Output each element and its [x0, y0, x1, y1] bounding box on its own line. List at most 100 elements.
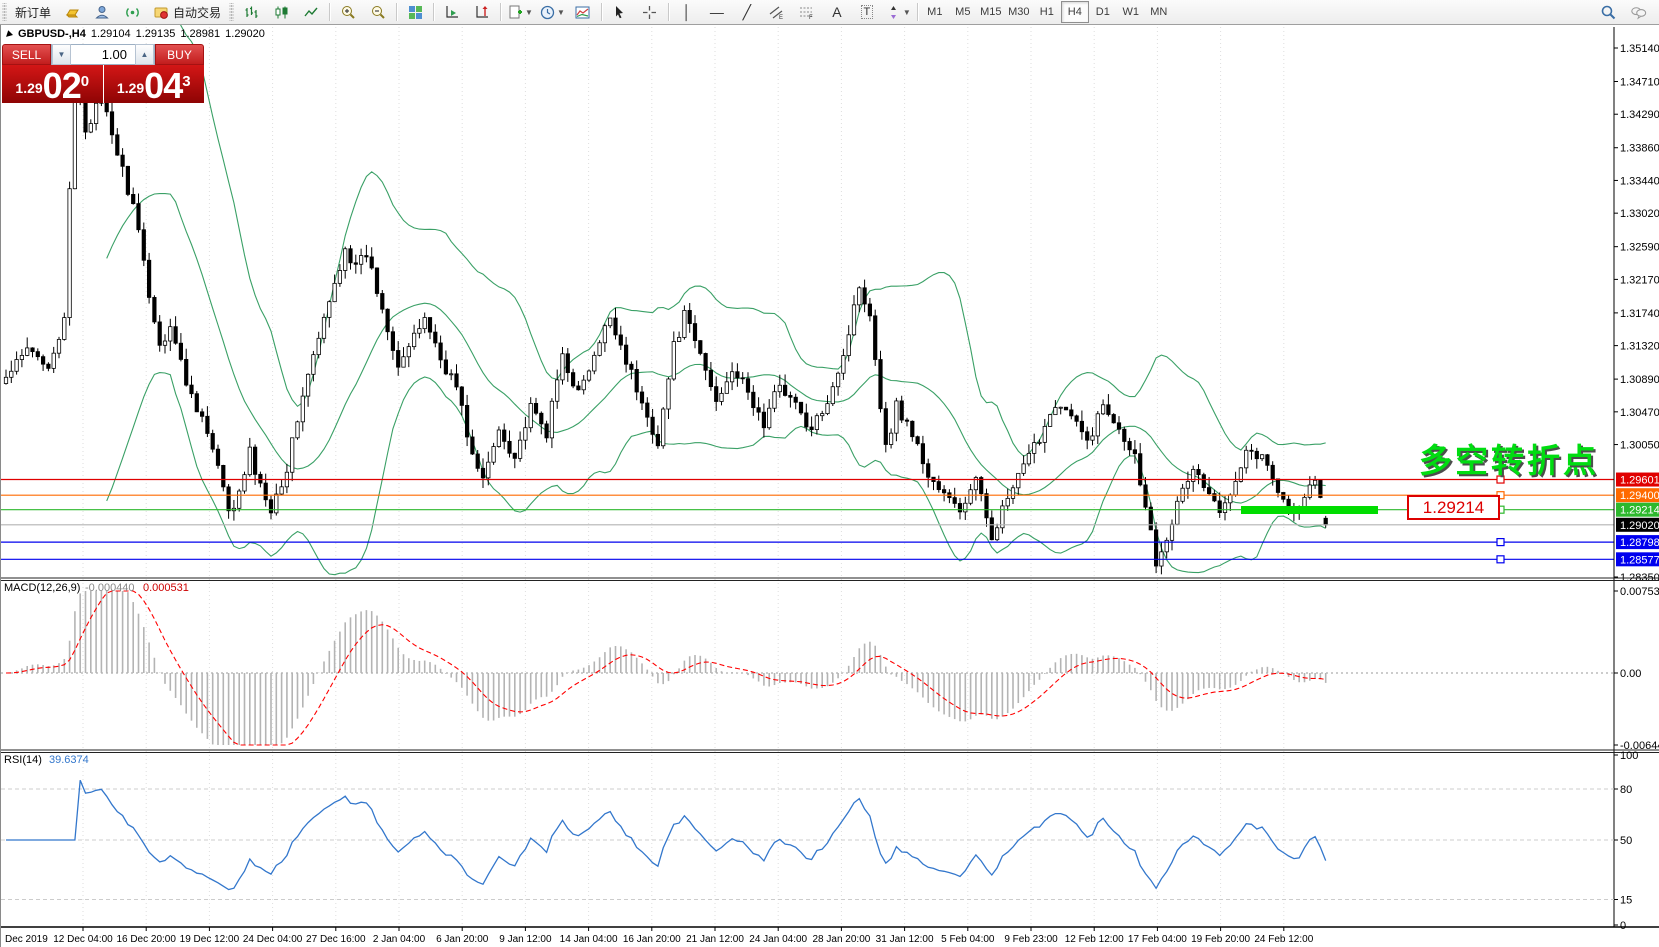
- svg-text:21 Jan 12:00: 21 Jan 12:00: [686, 934, 744, 945]
- toolbar-grip[interactable]: [2, 3, 7, 21]
- volume-value[interactable]: 1.00: [101, 47, 127, 62]
- signal-icon[interactable]: [117, 0, 147, 24]
- autotrade-icon: [154, 7, 168, 19]
- svg-text:19 Dec 12:00: 19 Dec 12:00: [180, 934, 240, 945]
- ohlc-close: 1.29020: [225, 28, 265, 40]
- text-label-tool[interactable]: T: [852, 0, 882, 24]
- new-order-button[interactable]: 新订单: [9, 0, 57, 24]
- buy-price-sup: 3: [182, 73, 191, 90]
- chart-title: GBPUSD-,H4 1.29104 1.29135 1.28981 1.290…: [6, 28, 265, 40]
- channel-tool[interactable]: E: [762, 0, 792, 24]
- crosshair-tool[interactable]: [635, 0, 665, 24]
- line-handle[interactable]: [1496, 555, 1505, 564]
- svg-text:1.33020: 1.33020: [1620, 208, 1659, 220]
- svg-text:0.000531: 0.000531: [143, 582, 189, 594]
- candlestick-chart-icon[interactable]: [266, 0, 296, 24]
- chart-shift-icon[interactable]: [467, 0, 497, 24]
- zoom-out-icon[interactable]: [363, 0, 393, 24]
- chevron-down-icon: ▼: [556, 7, 565, 17]
- channel-icon: E: [770, 6, 783, 21]
- tf-button-M30[interactable]: M30: [1008, 6, 1030, 18]
- sell-price-panel[interactable]: 1.29 02 0: [2, 65, 103, 104]
- sell-price-small: 1.29: [15, 80, 43, 96]
- periods-button[interactable]: ▼: [536, 0, 568, 24]
- svg-text:9 Jan 12:00: 9 Jan 12:00: [499, 934, 552, 945]
- zoom-in-icon[interactable]: [333, 0, 363, 24]
- indicators-button[interactable]: [568, 0, 598, 24]
- svg-text:1.32170: 1.32170: [1620, 274, 1659, 286]
- hline-tool[interactable]: —: [709, 4, 724, 20]
- gold-icon[interactable]: [57, 0, 87, 24]
- volume-decrease-button[interactable]: ▼: [52, 44, 71, 65]
- ohlc-high: 1.29135: [135, 28, 176, 40]
- svg-text:16 Dec 20:00: 16 Dec 20:00: [116, 934, 176, 945]
- line-handle[interactable]: [1496, 475, 1505, 484]
- svg-text:6 Jan 20:00: 6 Jan 20:00: [436, 934, 489, 945]
- new-order-label: 新订单: [15, 5, 52, 20]
- fibonacci-tool[interactable]: F: [792, 0, 822, 24]
- tf-button-H4[interactable]: H4: [1060, 1, 1089, 23]
- search-icon[interactable]: [1593, 0, 1623, 24]
- svg-text:1.29601: 1.29601: [1620, 475, 1659, 487]
- line-handle[interactable]: [1496, 537, 1505, 547]
- tf-button-M1[interactable]: M1: [927, 6, 943, 18]
- arrows-tool[interactable]: ▼: [882, 0, 914, 24]
- chinese-annotation[interactable]: 多空转折点: [1419, 442, 1599, 479]
- chart-window[interactable]: 1.29601 1.29400 1.29214 1.29020 1.28798 1.285…: [0, 25, 1659, 947]
- svg-text:14 Jan 04:00: 14 Jan 04:00: [560, 934, 618, 945]
- templates-button[interactable]: ▼: [504, 0, 536, 24]
- cursor-tool[interactable]: [605, 0, 635, 24]
- svg-text:1.30050: 1.30050: [1620, 440, 1659, 452]
- svg-text:F: F: [809, 15, 813, 21]
- volume-field[interactable]: ▼ 1.00 ▲: [51, 44, 155, 65]
- auto-scroll-icon[interactable]: [437, 0, 467, 24]
- svg-text:1.31740: 1.31740: [1620, 308, 1659, 320]
- fibonacci-icon: F: [800, 7, 813, 21]
- buy-button[interactable]: BUY: [155, 44, 204, 65]
- tf-button-D1[interactable]: D1: [1095, 6, 1110, 18]
- cursor-pointer-icon: [6, 29, 14, 39]
- price-level-callout[interactable]: 1.29214: [1407, 495, 1500, 520]
- svg-text:19 Feb 20:00: 19 Feb 20:00: [1191, 934, 1250, 945]
- svg-text:28 Jan 20:00: 28 Jan 20:00: [812, 934, 870, 945]
- tf-button-M15[interactable]: M15: [980, 6, 1002, 18]
- timeframe-group: M1 M5 M15 M30 H1 H4 D1 W1 MN: [921, 1, 1173, 23]
- text-tool[interactable]: A: [822, 0, 852, 24]
- chart-canvas[interactable]: 1.296011.294001.292141.290201.287981.285…: [1, 25, 1659, 947]
- line-chart-icon[interactable]: [296, 0, 326, 24]
- support-icon[interactable]: [87, 0, 117, 24]
- symbol-period: GBPUSD-,H4: [18, 28, 86, 40]
- svg-text:39.6374: 39.6374: [49, 754, 89, 766]
- volume-increase-button[interactable]: ▲: [135, 44, 154, 65]
- svg-text:80: 80: [1620, 784, 1632, 796]
- svg-text:31 Jan 12:00: 31 Jan 12:00: [876, 934, 934, 945]
- tf-button-M5[interactable]: M5: [955, 6, 971, 18]
- svg-text:1.34710: 1.34710: [1620, 77, 1659, 89]
- svg-text:0.007538: 0.007538: [1620, 586, 1659, 598]
- svg-text:12 Dec 04:00: 12 Dec 04:00: [53, 934, 113, 945]
- svg-text:24 Jan 04:00: 24 Jan 04:00: [749, 934, 807, 945]
- chat-icon[interactable]: [1623, 0, 1653, 24]
- svg-text:17 Feb 04:00: 17 Feb 04:00: [1128, 934, 1187, 945]
- tf-button-W1[interactable]: W1: [1122, 6, 1140, 18]
- ohlc-open: 1.29104: [90, 28, 131, 40]
- svg-text:27 Dec 16:00: 27 Dec 16:00: [306, 934, 366, 945]
- label-tool-glyph: T: [860, 5, 874, 19]
- buy-price-panel[interactable]: 1.29 04 3: [103, 65, 204, 104]
- svg-text:-0.000440: -0.000440: [85, 582, 135, 594]
- vline-tool[interactable]: │: [682, 4, 692, 20]
- template-icon: [509, 5, 523, 18]
- tf-button-H1[interactable]: H1: [1039, 6, 1054, 18]
- sell-button[interactable]: SELL: [2, 44, 51, 65]
- tf-button-MN[interactable]: MN: [1150, 6, 1168, 18]
- bar-chart-icon[interactable]: [236, 0, 266, 24]
- tile-windows-icon[interactable]: [400, 0, 430, 24]
- autotrade-button[interactable]: 自动交易: [147, 0, 227, 24]
- svg-text:16 Jan 20:00: 16 Jan 20:00: [623, 934, 681, 945]
- toolbar-grip[interactable]: [229, 3, 235, 21]
- thick-trend-segment[interactable]: [1241, 505, 1378, 514]
- main-toolbar: 新订单 自动交易 ▼ ▼: [0, 0, 1659, 25]
- ohlc-low: 1.28981: [180, 28, 221, 40]
- trendline-tool[interactable]: ╱: [742, 3, 752, 20]
- indicators-icon: [575, 6, 590, 18]
